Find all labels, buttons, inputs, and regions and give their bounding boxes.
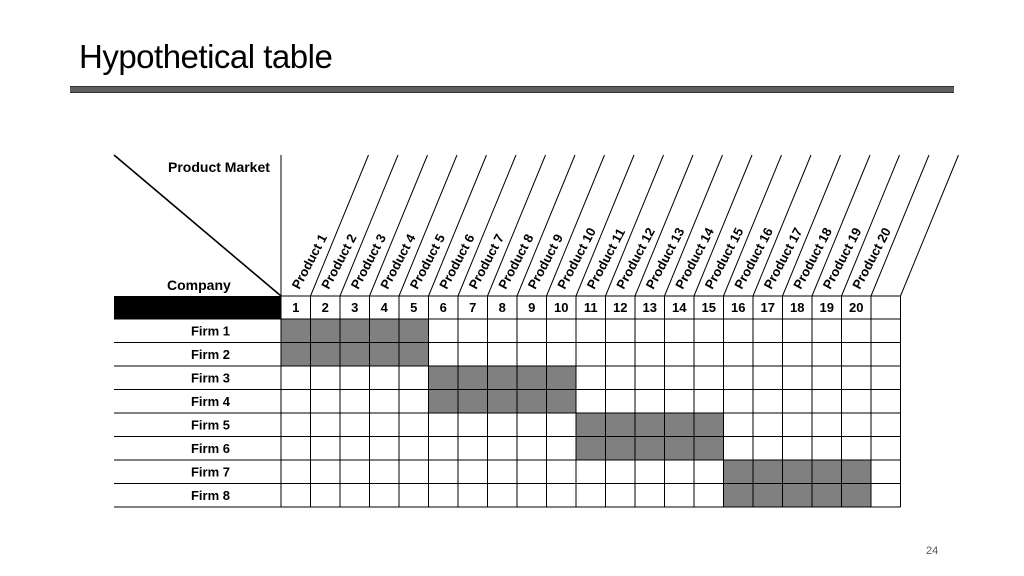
shaded-cell xyxy=(546,366,576,390)
shaded-cell xyxy=(340,319,370,343)
product-number: 17 xyxy=(761,300,775,315)
shaded-cell xyxy=(782,483,812,507)
shaded-cell xyxy=(281,342,311,366)
slanted-header-line xyxy=(782,154,841,297)
firm-label: Firm 8 xyxy=(191,488,230,503)
corner-bottom-label: Company xyxy=(167,277,231,293)
slanted-header-line xyxy=(428,154,487,297)
product-number: 10 xyxy=(554,300,568,315)
product-number: 20 xyxy=(849,300,863,315)
firm-label: Firm 5 xyxy=(191,418,230,433)
slanted-header-line xyxy=(369,154,428,297)
slanted-header-line xyxy=(664,154,723,297)
shaded-cell xyxy=(517,389,547,413)
shaded-cell xyxy=(399,319,429,343)
shaded-cell xyxy=(605,436,635,460)
product-number: 12 xyxy=(613,300,627,315)
slanted-header-line xyxy=(693,154,753,297)
shaded-cell xyxy=(428,366,458,390)
shaded-cell xyxy=(841,460,871,484)
shaded-cell xyxy=(812,483,842,507)
shaded-cell xyxy=(487,366,517,390)
title-divider xyxy=(70,86,954,93)
shaded-cell xyxy=(428,389,458,413)
product-number: 13 xyxy=(643,300,657,315)
product-number: 1 xyxy=(292,300,299,315)
shaded-cell xyxy=(723,483,753,507)
product-number: 18 xyxy=(790,300,804,315)
product-number: 6 xyxy=(440,300,447,315)
shaded-cell xyxy=(694,436,724,460)
shaded-cell xyxy=(723,460,753,484)
corner-top-label: Product Market xyxy=(168,159,270,175)
shaded-cell xyxy=(281,319,311,343)
firm-label: Firm 6 xyxy=(191,441,230,456)
product-number: 2 xyxy=(322,300,329,315)
shaded-cell xyxy=(753,460,783,484)
shaded-cell xyxy=(576,413,606,437)
slanted-header-line xyxy=(900,154,959,297)
shaded-cell xyxy=(664,413,694,437)
slanted-header-line xyxy=(870,154,930,297)
slanted-header-line xyxy=(339,154,399,297)
slanted-header-line xyxy=(634,154,694,297)
product-number: 9 xyxy=(528,300,535,315)
shaded-cell xyxy=(753,483,783,507)
firm-label: Firm 1 xyxy=(191,324,230,339)
shaded-cell xyxy=(458,389,488,413)
slanted-header-line xyxy=(575,154,635,297)
shaded-cell xyxy=(369,319,399,343)
firm-label: Firm 4 xyxy=(191,394,231,409)
slanted-header-line xyxy=(605,154,664,297)
shaded-cell xyxy=(576,436,606,460)
shaded-cell xyxy=(340,342,370,366)
product-number: 5 xyxy=(410,300,417,315)
header-bar xyxy=(114,296,281,319)
product-number: 11 xyxy=(584,300,598,315)
shaded-cell xyxy=(812,460,842,484)
slanted-header-line xyxy=(752,154,812,297)
slanted-header-line xyxy=(487,154,546,297)
shaded-cell xyxy=(487,389,517,413)
shaded-cell xyxy=(605,413,635,437)
product-number: 3 xyxy=(351,300,358,315)
slanted-header-line xyxy=(546,154,605,297)
shaded-cell xyxy=(310,319,340,343)
shaded-cell xyxy=(694,413,724,437)
slanted-header-line xyxy=(811,154,871,297)
firm-label: Firm 7 xyxy=(191,465,230,480)
shaded-cell xyxy=(369,342,399,366)
shaded-cell xyxy=(635,413,665,437)
product-number: 16 xyxy=(731,300,745,315)
shaded-cell xyxy=(546,389,576,413)
product-number: 4 xyxy=(381,300,389,315)
shaded-cell xyxy=(310,342,340,366)
slanted-header-line xyxy=(516,154,576,297)
product-number: 7 xyxy=(469,300,476,315)
shaded-cell xyxy=(841,483,871,507)
shaded-cell xyxy=(458,366,488,390)
corner-diagonal xyxy=(113,154,282,297)
shaded-cell xyxy=(635,436,665,460)
page-number: 24 xyxy=(926,545,939,557)
product-number: 15 xyxy=(702,300,716,315)
slanted-header-line xyxy=(310,154,369,297)
product-number: 19 xyxy=(820,300,834,315)
slide-title: Hypothetical table xyxy=(79,38,333,75)
shaded-cell xyxy=(782,460,812,484)
firm-label: Firm 3 xyxy=(191,371,230,386)
product-number: 14 xyxy=(672,300,687,315)
shaded-cell xyxy=(399,342,429,366)
slanted-header-line xyxy=(723,154,782,297)
firm-label: Firm 2 xyxy=(191,347,230,362)
slanted-header-line xyxy=(398,154,458,297)
product-number: 8 xyxy=(499,300,506,315)
slanted-header-line xyxy=(841,154,900,297)
shaded-cell xyxy=(517,366,547,390)
shaded-cell xyxy=(664,436,694,460)
slanted-header-line xyxy=(457,154,517,297)
